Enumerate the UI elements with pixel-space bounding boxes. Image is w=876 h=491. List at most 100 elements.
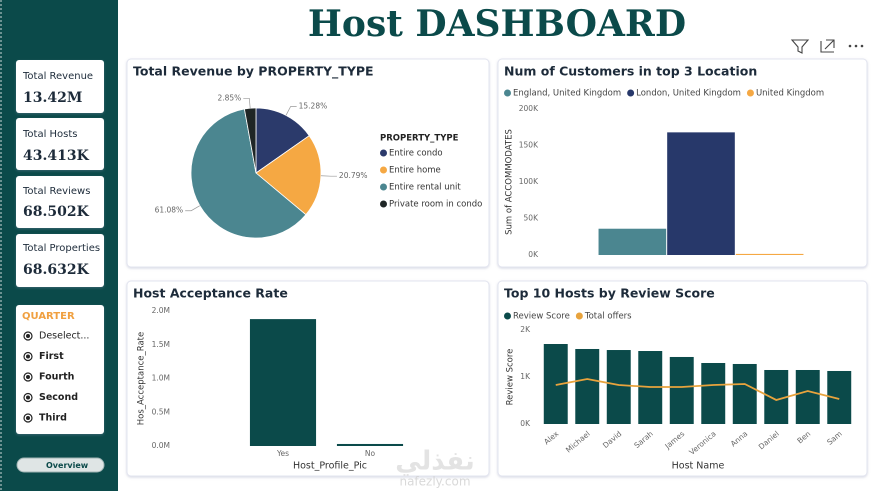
legend-label: England, United Kingdom: [513, 89, 621, 99]
x-tick-label: No: [365, 449, 376, 458]
slicer-item[interactable]: Deselect...: [39, 331, 89, 342]
y-axis-title: Review Score: [506, 349, 516, 406]
kpi-value: 68.632K: [23, 262, 90, 278]
legend-marker: [380, 149, 387, 157]
data-label: 20.79%: [339, 171, 368, 180]
y-axis-title: Sum of ACCOMMODATES: [505, 129, 515, 235]
filter-icon[interactable]: [790, 39, 810, 54]
legend-label: Private room in condo: [389, 200, 482, 210]
nav-button[interactable]: [16, 457, 105, 473]
bar: [606, 350, 631, 424]
pie-slice: [190, 108, 307, 239]
legend-label: United Kingdom: [756, 89, 824, 99]
leader-line: [243, 97, 251, 109]
pie-slice: [255, 107, 310, 174]
slicer-title: QUARTER: [22, 311, 75, 322]
bar: [543, 344, 568, 424]
slicer-item[interactable]: First: [39, 351, 64, 362]
charts: Total Revenue by PROPERTY_TYPE 15.28% 20.7…: [133, 64, 852, 472]
bar: [667, 132, 735, 255]
legend-label: Entire rental unit: [389, 183, 461, 193]
slicer-items: Deselect... First Fourth Second Third: [23, 331, 89, 424]
legend-label: Entire condo: [389, 149, 443, 159]
y-tick-label: 1.0M: [152, 374, 170, 383]
kpi-value: 43.413K: [23, 148, 90, 164]
y-tick-label: 50K: [524, 214, 540, 223]
legend-marker: [504, 89, 511, 97]
data-label: 61.08%: [155, 206, 184, 215]
legend-marker: [627, 89, 635, 97]
pie-slice: [255, 135, 322, 216]
leader-line: [285, 106, 297, 116]
x-tick-label: Yes: [276, 449, 289, 458]
kpi-card: [16, 118, 104, 170]
y-tick-label: 150K: [519, 141, 539, 150]
panel-title: Top 10 Hosts by Review Score: [504, 286, 715, 301]
y-tick-label: 0K: [528, 250, 539, 259]
bar: [701, 362, 726, 424]
leader-line: [185, 205, 201, 212]
kpi-card: [16, 234, 104, 287]
kpi-card: [16, 60, 104, 113]
nav-button-label[interactable]: Overview: [46, 461, 89, 470]
slicer-item[interactable]: Fourth: [39, 372, 75, 383]
legend-marker: [504, 312, 511, 320]
legend-label: London, United Kingdom: [636, 89, 741, 99]
kpi-value: 13.42M: [23, 90, 82, 106]
radio-dot: [26, 354, 30, 359]
more-icon[interactable]: [848, 44, 864, 48]
bar: [575, 348, 600, 424]
legend-label: Entire home: [389, 166, 441, 176]
y-tick-label: 2.0M: [152, 306, 170, 315]
legend-marker: [575, 312, 583, 320]
watermark: nafezly.com: [399, 475, 470, 489]
bar: [764, 369, 789, 424]
legend-marker: [746, 89, 754, 97]
focus-icon[interactable]: [820, 39, 835, 53]
y-tick-label: 0K: [520, 419, 531, 428]
toolbar: [790, 39, 864, 54]
radio-dot: [26, 375, 30, 379]
kpi-card: [16, 176, 104, 228]
y-tick-label: 0.5M: [152, 407, 170, 416]
bar: [669, 356, 694, 424]
slicer-item[interactable]: Third: [39, 413, 67, 424]
page-title: Host DASHBOARD: [308, 3, 686, 45]
data-label: 15.28%: [299, 101, 328, 110]
bar: [249, 319, 317, 446]
watermark: نفذلي: [395, 447, 475, 477]
legend-label: Review Score: [513, 312, 570, 322]
kpi-cards: Total Revenue 13.42M Total Hosts 43.413K…: [16, 60, 104, 287]
legend-marker: [380, 183, 387, 191]
data-label: 2.85%: [217, 93, 241, 102]
kpi-label: Total Properties: [22, 243, 100, 254]
bar: [795, 369, 820, 424]
bar: [598, 228, 667, 255]
kpi-label: Total Reviews: [22, 186, 90, 197]
legend-marker: [380, 200, 387, 208]
legend-marker: [380, 166, 387, 174]
slicer-card: [16, 305, 104, 434]
y-tick-label: 1K: [520, 372, 531, 381]
x-axis-title: Host Name: [672, 461, 725, 472]
y-tick-label: 100K: [519, 177, 539, 186]
slicer-item[interactable]: Second: [39, 392, 78, 403]
y-axis-title: Hos_Acceptance_Rate: [137, 332, 147, 425]
bar: [827, 370, 852, 424]
panel-title: Total Revenue by PROPERTY_TYPE: [133, 64, 374, 80]
y-tick-label: 0.0M: [152, 441, 170, 450]
panel-title: Num of Customers in top 3 Location: [504, 64, 757, 79]
kpi-value: 68.502K: [23, 204, 90, 220]
kpi-label: Total Hosts: [22, 129, 78, 140]
bar: [732, 363, 757, 424]
panel-title: Host Acceptance Rate: [133, 286, 288, 301]
y-tick-label: 1.5M: [152, 340, 170, 349]
line: [555, 378, 840, 401]
radio-dot: [26, 416, 30, 420]
kpi-label: Total Revenue: [22, 71, 93, 82]
legend-title: PROPERTY_TYPE: [380, 134, 459, 144]
bar: [336, 443, 404, 446]
x-axis-title: Host_Profile_Pic: [293, 461, 367, 472]
bar: [735, 253, 804, 255]
radio-dot: [26, 395, 30, 400]
